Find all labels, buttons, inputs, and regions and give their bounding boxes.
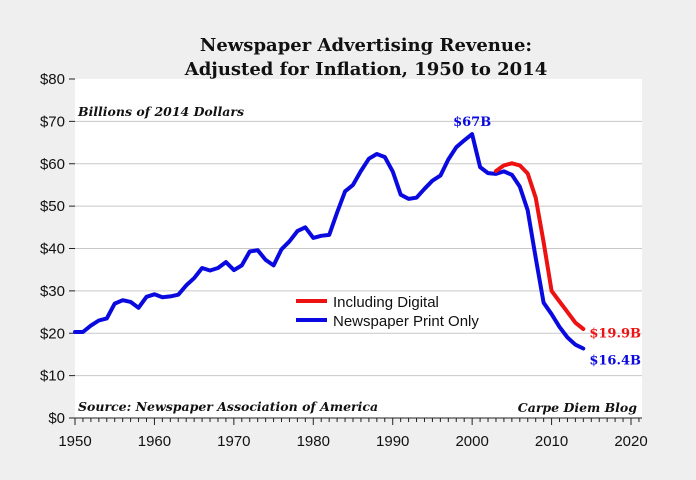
- y-axis: $0 $10 $20 $30 $40 $50 $60 $70 $80: [40, 71, 75, 427]
- units-note: Billions of 2014 Dollars: [77, 104, 244, 119]
- x-tick-label: 2000: [455, 433, 488, 450]
- y-tick-label: $50: [40, 198, 65, 215]
- y-tick-label: $70: [40, 113, 65, 130]
- y-tick-label: $60: [40, 156, 65, 173]
- x-tick-label: 1960: [138, 433, 171, 450]
- gridlines: [75, 120, 642, 377]
- y-tick-label: $80: [40, 71, 65, 88]
- series-line-including-digital: [494, 161, 586, 331]
- annotations: $67B $19.9B $16.4B: [453, 115, 641, 368]
- data-label: $19.9B: [589, 327, 641, 342]
- x-tick-label: 2010: [535, 433, 568, 450]
- x-tick-label: 1970: [217, 433, 250, 450]
- chart-title-line-2: Adjusted for Inflation, 1950 to 2014: [184, 59, 548, 80]
- series-line-newspaper-print-only: [73, 132, 586, 351]
- legend: Including Digital Newspaper Print Only: [296, 294, 479, 330]
- x-axis: 1950 1960 1970 1980 1990 2000 2010 2020: [58, 417, 648, 450]
- credit-note: Carpe Diem Blog: [518, 400, 637, 415]
- legend-label-print-only: Newspaper Print Only: [333, 313, 479, 330]
- y-tick-label: $0: [48, 410, 65, 427]
- x-tick-label: 1980: [297, 433, 330, 450]
- legend-label-including-digital: Including Digital: [333, 294, 439, 311]
- y-tick-label: $30: [40, 283, 65, 300]
- y-tick-label: $20: [40, 325, 65, 342]
- x-tick-label: 2020: [614, 433, 647, 450]
- x-tick-label: 1950: [58, 433, 91, 450]
- data-label: $67B: [453, 115, 491, 130]
- chart-title-line-1: Newspaper Advertising Revenue:: [200, 35, 532, 56]
- y-tick-label: $10: [40, 368, 65, 385]
- y-tick-label: $40: [40, 241, 65, 258]
- source-note: Source: Newspaper Association of America: [78, 399, 378, 414]
- data-label: $16.4B: [589, 354, 641, 369]
- series-lines: [73, 132, 586, 351]
- x-tick-label: 1990: [376, 433, 409, 450]
